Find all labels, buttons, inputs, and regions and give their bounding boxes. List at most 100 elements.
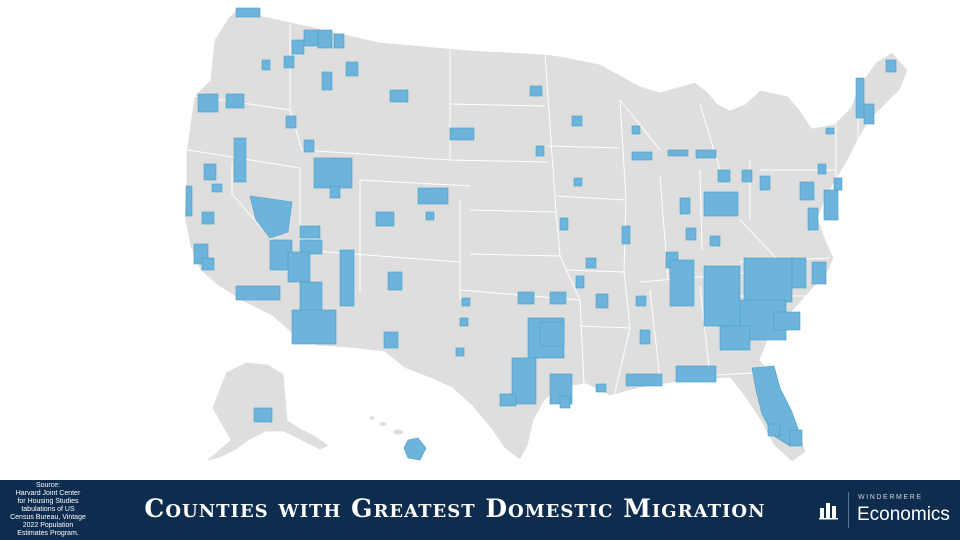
source-line: 2022 Population [22, 522, 74, 529]
county [789, 429, 803, 447]
county [709, 235, 721, 247]
county [825, 127, 835, 135]
county [449, 127, 475, 141]
county [631, 151, 653, 161]
highlighted-counties [185, 7, 897, 461]
county [249, 195, 293, 239]
county [233, 137, 247, 183]
source-line: tabulations of US [21, 506, 75, 513]
county [387, 271, 403, 291]
slide-title: Counties with Greatest Domestic Migratio… [144, 494, 766, 523]
county [703, 265, 741, 327]
state-shapes [183, 9, 909, 463]
border-in-oh [699, 169, 703, 251]
county [321, 71, 333, 91]
county [855, 77, 865, 119]
county [675, 365, 717, 383]
county [571, 115, 583, 127]
county [283, 55, 295, 69]
county [549, 291, 567, 305]
county [285, 115, 297, 129]
county [573, 177, 583, 187]
county [679, 197, 691, 215]
county [313, 157, 353, 189]
title-bar: Source: Harvard Joint Center for Housing… [0, 480, 960, 540]
county [695, 149, 717, 159]
border-wi [619, 99, 661, 151]
county [225, 93, 245, 109]
county [799, 181, 815, 201]
county [461, 297, 471, 307]
county [253, 407, 273, 423]
county [811, 261, 827, 285]
contiguous-us [183, 9, 909, 463]
county [759, 175, 771, 191]
county [595, 293, 609, 309]
county [303, 29, 319, 47]
county [559, 395, 571, 409]
border-ar-la [579, 325, 631, 329]
border-nd-sd [449, 103, 546, 107]
border-sd-ne [449, 159, 549, 163]
county [833, 177, 843, 191]
county [383, 331, 399, 349]
brand-subtitle: Economics [857, 504, 950, 525]
county [329, 185, 341, 199]
source-note: Source: Harvard Joint Center for Housing… [6, 482, 90, 538]
county [639, 329, 651, 345]
border-mn-ia [547, 145, 621, 149]
county [625, 373, 663, 387]
county [211, 183, 223, 193]
logo-divider [848, 492, 849, 528]
hawaii-kauai [368, 414, 376, 422]
brand-name: WINDERMERE [858, 494, 923, 501]
county [375, 211, 395, 227]
source-line: Harvard Joint Center [15, 490, 81, 497]
county [863, 103, 875, 125]
border-mo-ar [565, 269, 625, 273]
county [621, 225, 631, 245]
county [299, 225, 321, 239]
border-tn-ms-al [649, 289, 661, 381]
county [455, 347, 465, 357]
county [717, 169, 731, 183]
county [345, 61, 359, 77]
county [539, 321, 565, 347]
county [817, 163, 827, 175]
county [235, 7, 261, 18]
county [575, 275, 585, 289]
county [529, 85, 543, 97]
source-line: Source: [35, 482, 61, 489]
county [417, 187, 449, 205]
county [791, 257, 807, 289]
county [535, 145, 545, 157]
county [333, 33, 345, 49]
hawaii-oahu [378, 420, 388, 428]
county [185, 185, 193, 217]
border-miss-river [613, 99, 631, 397]
county [667, 149, 689, 157]
border-wy-co [359, 179, 471, 187]
border-az-nm [299, 249, 461, 263]
county [261, 59, 271, 71]
county [235, 285, 281, 301]
county [635, 295, 647, 307]
county [389, 89, 409, 103]
county [719, 325, 751, 351]
county [767, 423, 781, 437]
county [685, 227, 697, 241]
border-id-mt [289, 24, 303, 151]
source-line: Estimates Program. [17, 530, 79, 537]
county [299, 239, 323, 255]
county [201, 211, 215, 225]
county [823, 189, 839, 221]
county [885, 59, 897, 73]
county [499, 393, 517, 407]
county [703, 191, 739, 217]
us-county-map [183, 7, 909, 463]
border-central [544, 53, 585, 385]
county [299, 281, 323, 313]
county [339, 249, 355, 307]
county [669, 259, 695, 307]
border-wv-va [739, 219, 781, 263]
